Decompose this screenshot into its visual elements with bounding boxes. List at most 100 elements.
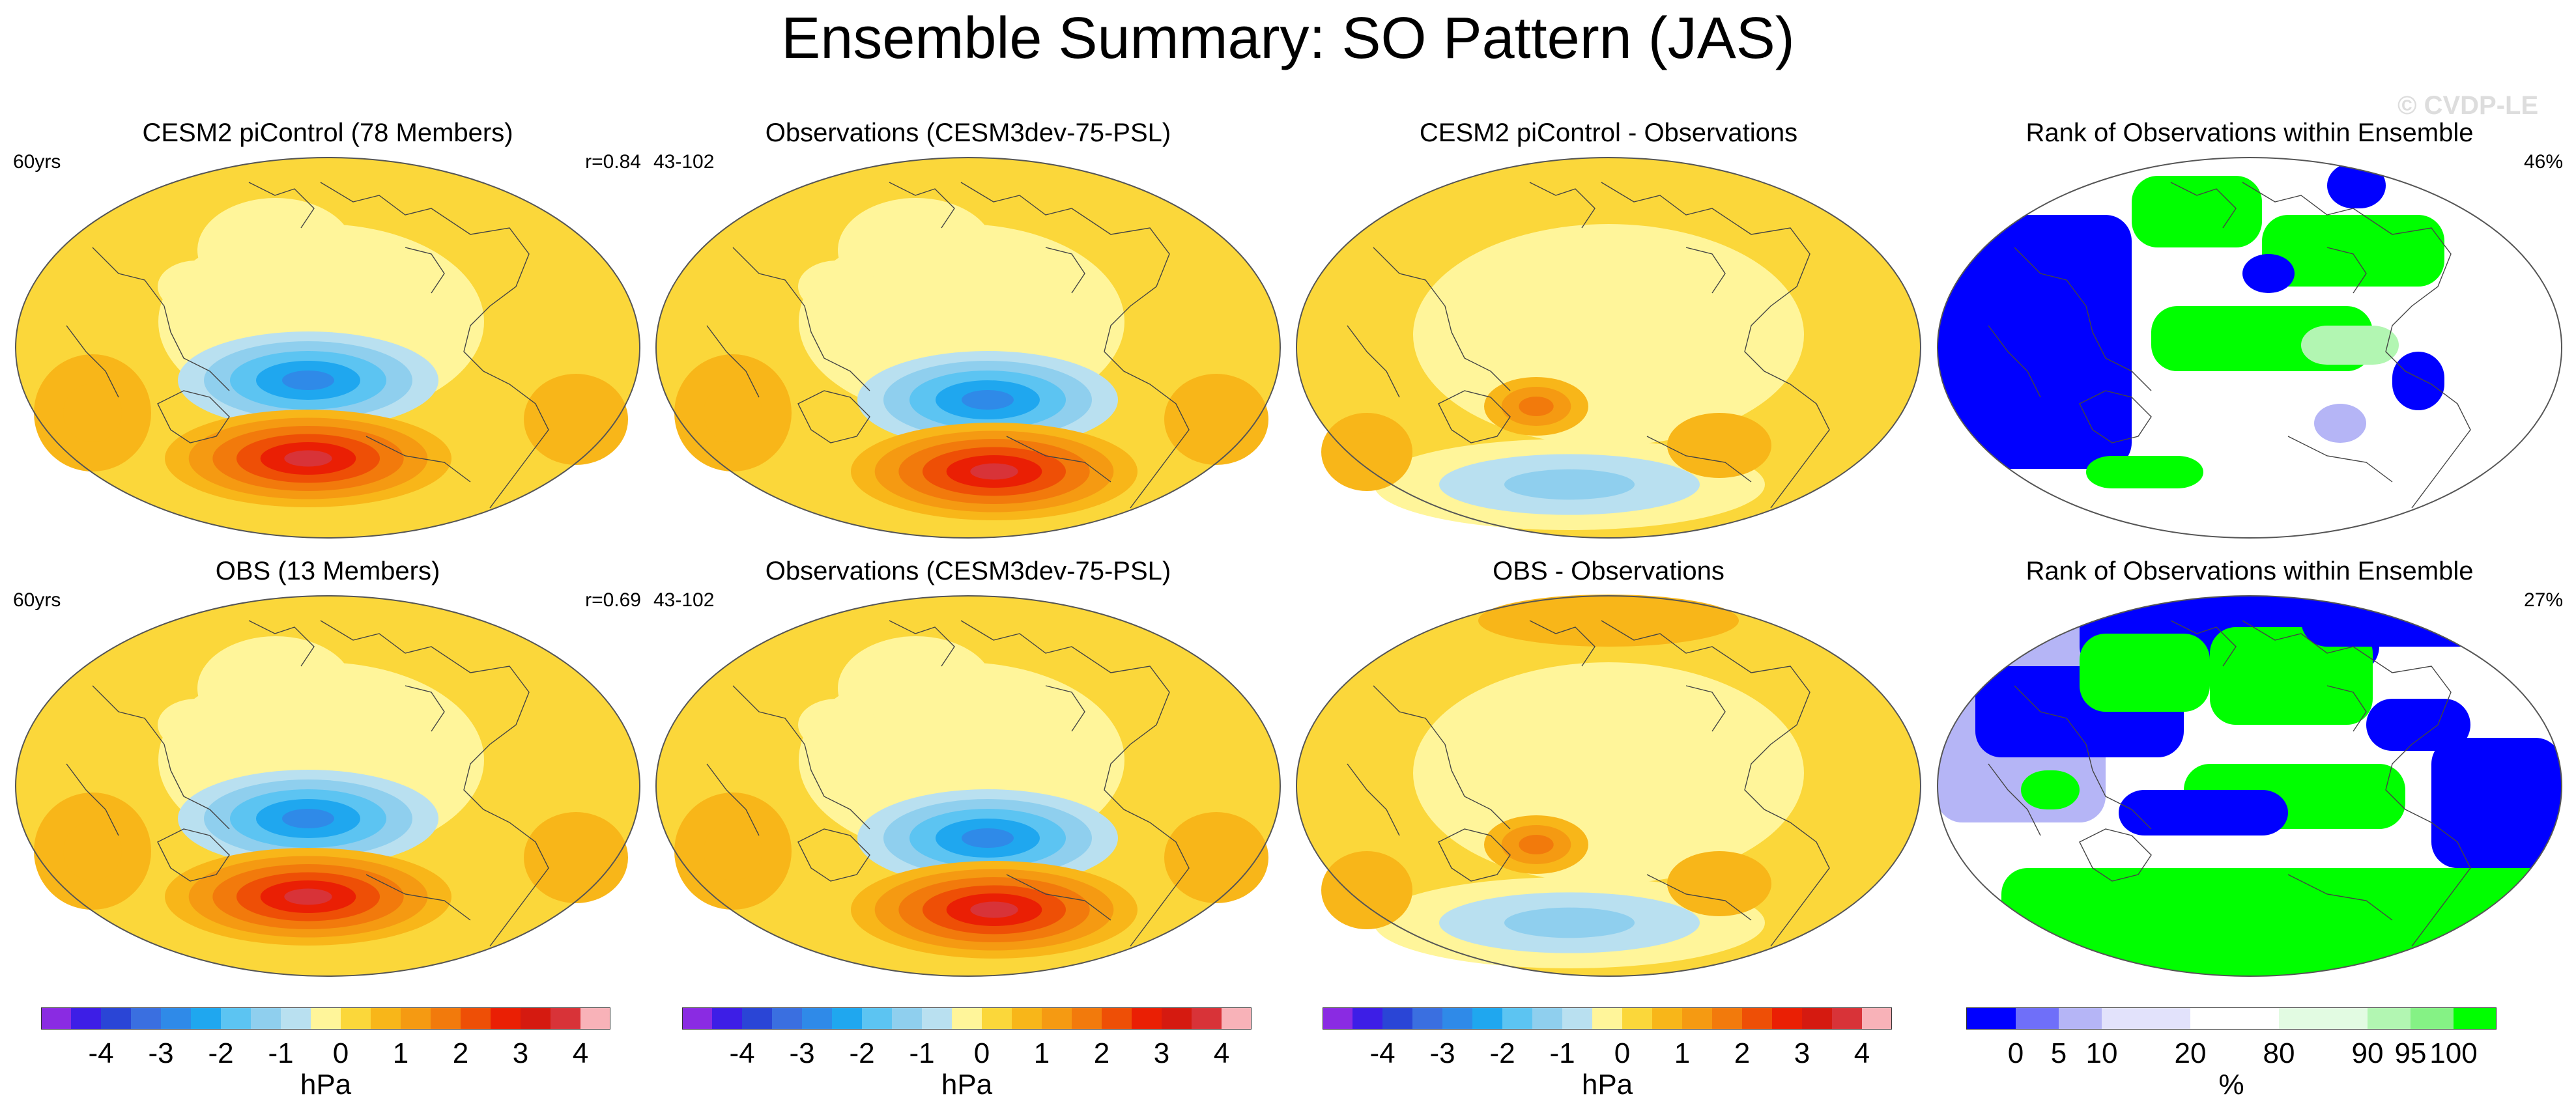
colorbar-swatch bbox=[682, 1007, 712, 1030]
map-panel-p7 bbox=[1296, 595, 1921, 977]
coastline bbox=[248, 182, 315, 229]
colorbar-swatch bbox=[1132, 1007, 1162, 1030]
coastline bbox=[1347, 763, 1400, 836]
colorbar-tick-label: -4 bbox=[88, 1037, 114, 1069]
colorbar-tick-label: 1 bbox=[392, 1037, 409, 1069]
contour-fill bbox=[704, 822, 762, 880]
contour-fill bbox=[704, 384, 762, 442]
colorbar-swatch bbox=[431, 1007, 461, 1030]
colorbar-frame bbox=[41, 1007, 610, 1030]
map-outline bbox=[15, 595, 640, 977]
contour-fill bbox=[970, 463, 1018, 480]
colorbar-swatch bbox=[832, 1007, 862, 1030]
panel-right-label: 27% bbox=[2523, 589, 2563, 611]
colorbar-swatch bbox=[1832, 1007, 1862, 1030]
colorbar-tick-label: -4 bbox=[729, 1037, 755, 1069]
panel-title: Rank of Observations within Ensemble bbox=[2025, 119, 2474, 147]
colorbar-tick-label: 0 bbox=[1614, 1037, 1631, 1069]
colorbar-tick-label: -1 bbox=[268, 1037, 294, 1069]
colorbar-swatch bbox=[1382, 1007, 1412, 1030]
rank-region bbox=[2080, 634, 2210, 712]
coastline bbox=[960, 182, 1190, 509]
rank-region bbox=[2119, 790, 2288, 835]
colorbar-tick-label: -2 bbox=[208, 1037, 234, 1069]
rank-region bbox=[2392, 352, 2444, 410]
coastline bbox=[1988, 325, 2041, 398]
rank-region bbox=[2314, 404, 2366, 443]
coastline bbox=[1529, 620, 1596, 667]
rank-region bbox=[2262, 215, 2444, 287]
colorbar-swatch bbox=[1442, 1007, 1472, 1030]
map-panel-p3 bbox=[1296, 157, 1921, 539]
contour-fill bbox=[284, 888, 332, 905]
panel-left-label: 60yrs bbox=[13, 151, 61, 173]
coastline bbox=[889, 620, 955, 667]
colorbar-tick-label: 95 bbox=[2394, 1037, 2427, 1069]
colorbar-swatch bbox=[580, 1007, 610, 1030]
coastline bbox=[157, 390, 230, 443]
colorbar-swatch bbox=[281, 1007, 311, 1030]
colorbar-tick-label: 3 bbox=[1153, 1037, 1170, 1069]
panel-title: Rank of Observations within Ensemble bbox=[2025, 557, 2474, 585]
colorbar-swatch bbox=[1192, 1007, 1222, 1030]
contour-fill bbox=[284, 450, 332, 467]
coastline bbox=[1685, 247, 1726, 294]
colorbar-swatch bbox=[1042, 1007, 1072, 1030]
coastline bbox=[797, 828, 870, 882]
panel-title: Observations (CESM3dev-75-PSL) bbox=[765, 557, 1171, 585]
colorbar-tick-label: 3 bbox=[1794, 1037, 1810, 1069]
contour-fill bbox=[970, 901, 1018, 918]
coastline bbox=[2287, 436, 2393, 483]
coastline bbox=[1438, 390, 1511, 443]
panel-right-label: r=0.84 bbox=[585, 151, 641, 173]
map-outline bbox=[655, 157, 1281, 539]
colorbar-swatch bbox=[982, 1007, 1012, 1030]
coastline bbox=[889, 182, 955, 229]
coastline bbox=[706, 763, 760, 836]
panel-title: CESM2 piControl - Observations bbox=[1419, 119, 1798, 147]
colorbar-tick-label: 0 bbox=[332, 1037, 349, 1069]
colorbar-swatch bbox=[161, 1007, 191, 1030]
colorbar-tick-label: -1 bbox=[909, 1037, 935, 1069]
colorbar-swatch bbox=[922, 1007, 952, 1030]
coastline bbox=[157, 828, 230, 882]
colorbar-tick-label: 1 bbox=[1674, 1037, 1691, 1069]
colorbar-swatch bbox=[772, 1007, 802, 1030]
colorbar-swatch bbox=[1072, 1007, 1102, 1030]
coastline bbox=[706, 325, 760, 398]
contour-fill bbox=[1164, 374, 1268, 465]
coastline bbox=[1438, 828, 1511, 882]
coastline bbox=[1045, 247, 1085, 294]
colorbar-swatch bbox=[1802, 1007, 1832, 1030]
contour-fill bbox=[962, 390, 1014, 410]
colorbar-swatch bbox=[131, 1007, 161, 1030]
panel-title: OBS - Observations bbox=[1493, 557, 1724, 585]
rank-region bbox=[2301, 326, 2399, 365]
colorbar-swatch bbox=[742, 1007, 772, 1030]
panel-right-label: 46% bbox=[2523, 151, 2563, 173]
coastline bbox=[320, 182, 549, 509]
coastline bbox=[2079, 828, 2152, 882]
coastline bbox=[1529, 182, 1596, 229]
colorbar-swatch bbox=[2454, 1007, 2497, 1030]
colorbar-swatch bbox=[1532, 1007, 1562, 1030]
colorbar-swatch bbox=[371, 1007, 401, 1030]
coastline bbox=[248, 620, 315, 667]
colorbar-unit: hPa bbox=[941, 1069, 993, 1101]
coastline bbox=[797, 390, 870, 443]
contour-fill bbox=[1478, 595, 1739, 647]
colorbar-swatch bbox=[1102, 1007, 1132, 1030]
map-outline bbox=[1937, 595, 2562, 977]
map-panel-p5 bbox=[15, 595, 640, 977]
colorbar-swatch bbox=[311, 1007, 341, 1030]
colorbar-tick-label: 0 bbox=[973, 1037, 990, 1069]
rank-region bbox=[2301, 596, 2562, 647]
colorbar-swatch bbox=[251, 1007, 281, 1030]
panel-left-label: 43-102 bbox=[653, 151, 715, 173]
colorbar-swatch bbox=[2016, 1007, 2059, 1030]
contour-fill bbox=[1413, 662, 1804, 884]
panel-left-label: 43-102 bbox=[653, 589, 715, 611]
contour-fill bbox=[524, 812, 628, 903]
colorbar-unit: hPa bbox=[1581, 1069, 1633, 1101]
coastline bbox=[405, 247, 445, 294]
